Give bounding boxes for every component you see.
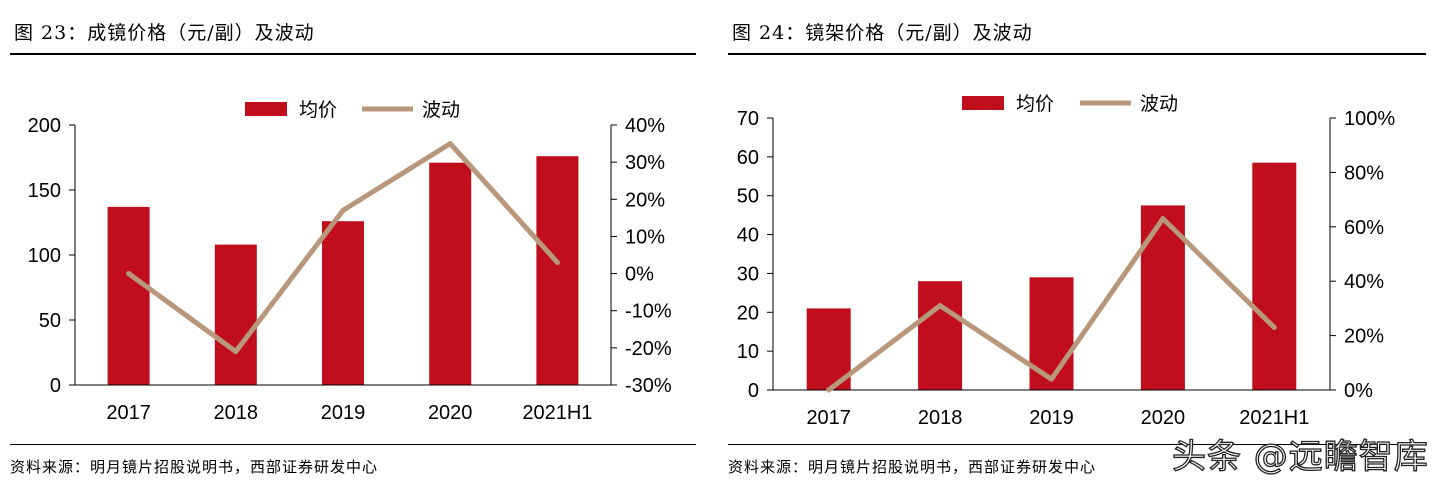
watermark-text: 头条 @远瞻智库: [1171, 436, 1429, 477]
right-y-tick-label: 60%: [1344, 217, 1384, 239]
left-y-tick-label: 20: [737, 302, 759, 324]
figure-title: 图 24：镜架价格（元/副）及波动: [732, 22, 1033, 44]
right-y-tick-label: 0%: [625, 264, 654, 286]
left-y-tick-label: 50: [39, 310, 61, 332]
legend-bar-swatch: [962, 96, 1004, 110]
left-y-tick-label: 30: [737, 263, 759, 285]
bar-2020: [429, 162, 472, 385]
x-tick-label: 2019: [1029, 407, 1074, 429]
right-y-tick-label: 40%: [625, 115, 665, 137]
volatility-point: [1160, 216, 1166, 222]
source-note: 资料来源：明月镜片招股说明书，西部证券研发中心: [10, 458, 379, 476]
bar-2019: [1029, 277, 1074, 390]
bar-2017: [107, 206, 150, 385]
bar-2021H1: [536, 156, 579, 385]
legend-bar-swatch: [245, 102, 287, 116]
left-y-tick-label: 60: [737, 147, 759, 169]
right-y-tick-label: -30%: [625, 375, 672, 397]
figure-23: 图 23：成镜价格（元/副）及波动 0 50 100 150 200 -30% -20% -1…: [0, 0, 700, 493]
right-y-tick-label: -20%: [625, 338, 672, 360]
x-tick-label: 2017: [806, 407, 851, 429]
volatility-point: [126, 271, 132, 277]
bar-2018: [214, 244, 257, 385]
x-tick-label: 2018: [214, 402, 259, 424]
bar-2021H1: [1252, 162, 1297, 390]
legend-bar-label: 均价: [299, 99, 337, 121]
x-tick-label: 2018: [918, 407, 963, 429]
source-rule: [728, 444, 1426, 445]
legend-line-label: 波动: [422, 99, 460, 121]
left-y-tick-label: 10: [737, 341, 759, 363]
volatility-point: [233, 349, 239, 355]
right-y-tick-label: 100%: [1344, 108, 1395, 130]
chart-frame-price: 0 10 20 30 40 50 60 70 0% 20% 40% 60% 80% 100% 2017 201…: [737, 93, 1396, 429]
right-y-tick-label: 20%: [1344, 326, 1384, 348]
right-y-tick-label: -10%: [625, 301, 672, 323]
chart-lens-price: 0 50 100 150 200 -30% -20% -10% 0% 10% 20% 30% 40% 20…: [28, 99, 672, 424]
right-y-tick-label: 40%: [1344, 271, 1384, 293]
x-tick-label: 2019: [321, 402, 366, 424]
left-y-tick-label: 150: [28, 180, 61, 202]
left-y-tick-label: 100: [28, 245, 61, 267]
legend-line-label: 波动: [1140, 93, 1178, 115]
figure-title: 图 23：成镜价格（元/副）及波动: [14, 22, 315, 44]
volatility-point: [1271, 324, 1277, 330]
title-rule: [10, 53, 696, 55]
left-y-tick-label: 0: [748, 380, 759, 402]
right-y-tick-label: 80%: [1344, 162, 1384, 184]
x-tick-label: 2020: [1141, 407, 1186, 429]
bar-2018: [918, 281, 963, 390]
bar-2019: [322, 221, 364, 385]
left-y-tick-label: 0: [50, 375, 61, 397]
figure-24: 图 24：镜架价格（元/副）及波动 0 10 20 30 40 50 60 70 0% 20% 40…: [718, 0, 1441, 493]
right-y-tick-label: 0%: [1344, 380, 1373, 402]
right-y-tick-label: 30%: [625, 152, 665, 174]
volatility-point: [340, 207, 346, 213]
legend-bar-label: 均价: [1016, 93, 1054, 115]
source-note: 资料来源：明月镜片招股说明书，西部证券研发中心: [728, 458, 1097, 476]
left-y-tick-label: 70: [737, 108, 759, 130]
x-tick-label: 2020: [428, 402, 473, 424]
right-y-tick-label: 20%: [625, 189, 665, 211]
volatility-point: [554, 259, 560, 265]
left-y-tick-label: 40: [737, 225, 759, 247]
volatility-point: [447, 141, 453, 147]
volatility-point: [1049, 376, 1054, 382]
volatility-point: [826, 387, 832, 393]
x-tick-label: 2021H1: [522, 402, 592, 424]
left-y-tick-label: 50: [737, 186, 759, 208]
x-tick-label: 2017: [106, 402, 151, 424]
volatility-point: [937, 303, 943, 309]
left-y-tick-label: 200: [28, 115, 61, 137]
source-rule: [10, 444, 696, 445]
x-tick-label: 2021H1: [1239, 407, 1309, 429]
title-rule: [728, 53, 1426, 55]
right-y-tick-label: 10%: [625, 226, 665, 248]
